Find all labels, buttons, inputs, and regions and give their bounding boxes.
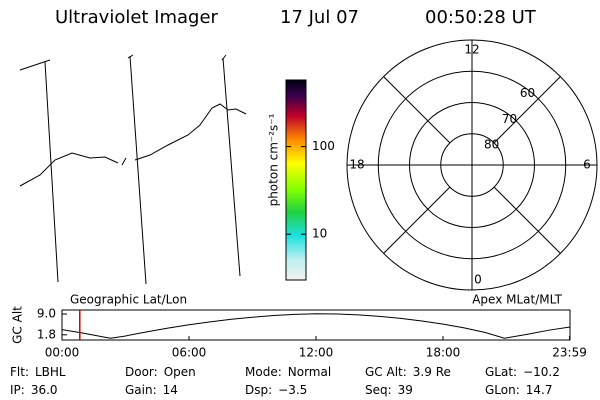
status-label: Door: bbox=[125, 365, 158, 379]
status-field: Flt: LBHL bbox=[10, 365, 66, 379]
status-label: IP: bbox=[10, 383, 25, 397]
status-value: 3.9 Re bbox=[413, 365, 451, 379]
date: 17 Jul 07 bbox=[280, 7, 359, 28]
colorbar-tick-label: 100 bbox=[312, 139, 335, 153]
polar-ring bbox=[377, 70, 567, 260]
time: 00:50:28 UT bbox=[425, 7, 537, 28]
status-value: −10.2 bbox=[523, 365, 560, 379]
polar-ring-label: 60 bbox=[520, 86, 535, 100]
status-field: GLon: 14.7 bbox=[485, 383, 552, 397]
polar-diagonal bbox=[383, 186, 451, 254]
right-label: Apex MLat/MLT bbox=[472, 293, 562, 307]
status-value: 14.7 bbox=[526, 383, 553, 397]
x-tick-label: 18:00 bbox=[426, 346, 461, 360]
x-tick-label: 23:59 bbox=[552, 346, 587, 360]
status-value: Normal bbox=[288, 365, 331, 379]
colorbar-tick-label: 10 bbox=[312, 227, 327, 241]
status-value: −3.5 bbox=[278, 383, 307, 397]
altitude-line bbox=[61, 313, 571, 339]
x-tick-label: 00:00 bbox=[45, 346, 80, 360]
status-label: GLat: bbox=[485, 365, 517, 379]
status-field: Seq: 39 bbox=[365, 383, 413, 397]
polar-ring bbox=[440, 133, 504, 197]
status-label: Gain: bbox=[125, 383, 157, 397]
status-value: 14 bbox=[163, 383, 178, 397]
status-value: Open bbox=[164, 365, 196, 379]
status-field: Gain: 14 bbox=[125, 383, 178, 397]
status-field: GLat: −10.2 bbox=[485, 365, 560, 379]
status-value: LBHL bbox=[35, 365, 66, 379]
title: Ultraviolet Imager bbox=[55, 7, 219, 28]
status-label: Flt: bbox=[10, 365, 29, 379]
polar-mlt-label: 6 bbox=[583, 158, 591, 172]
status-label: GLon: bbox=[485, 383, 520, 397]
status-value: 39 bbox=[398, 383, 413, 397]
polar-ring bbox=[409, 102, 535, 228]
colorbar bbox=[285, 79, 307, 281]
polar-diagonal bbox=[383, 76, 451, 144]
polar-ring-label: 70 bbox=[502, 112, 517, 126]
y-axis-label: GC Alt bbox=[11, 306, 25, 344]
status-label: Mode: bbox=[245, 365, 282, 379]
status-field: IP: 36.0 bbox=[10, 383, 58, 397]
status-value: 36.0 bbox=[31, 383, 58, 397]
status-field: GC Alt: 3.9 Re bbox=[365, 365, 451, 379]
x-tick-label: 12:00 bbox=[299, 346, 334, 360]
status-label: GC Alt: bbox=[365, 365, 407, 379]
status-label: Seq: bbox=[365, 383, 392, 397]
status-field: Mode: Normal bbox=[245, 365, 331, 379]
y-tick-label: 9.0 bbox=[37, 307, 56, 321]
status-field: Door: Open bbox=[125, 365, 196, 379]
left-label: Geographic Lat/Lon bbox=[70, 293, 187, 307]
polar-diagonal bbox=[493, 186, 561, 254]
status-field: Dsp: −3.5 bbox=[245, 383, 307, 397]
polar-mlt-label: 0 bbox=[474, 273, 482, 287]
x-tick-label: 06:00 bbox=[172, 346, 207, 360]
y-tick-label: 1.8 bbox=[37, 327, 56, 341]
polar-mlt-label: 12 bbox=[464, 43, 479, 57]
polar-ring-label: 80 bbox=[484, 137, 499, 151]
image-grid bbox=[19, 54, 247, 285]
polar-diagonal bbox=[493, 76, 561, 144]
colorbar-label: photon cm⁻²s⁻¹ bbox=[267, 113, 281, 206]
polar-mlt-label: 18 bbox=[349, 158, 364, 172]
status-label: Dsp: bbox=[245, 383, 272, 397]
